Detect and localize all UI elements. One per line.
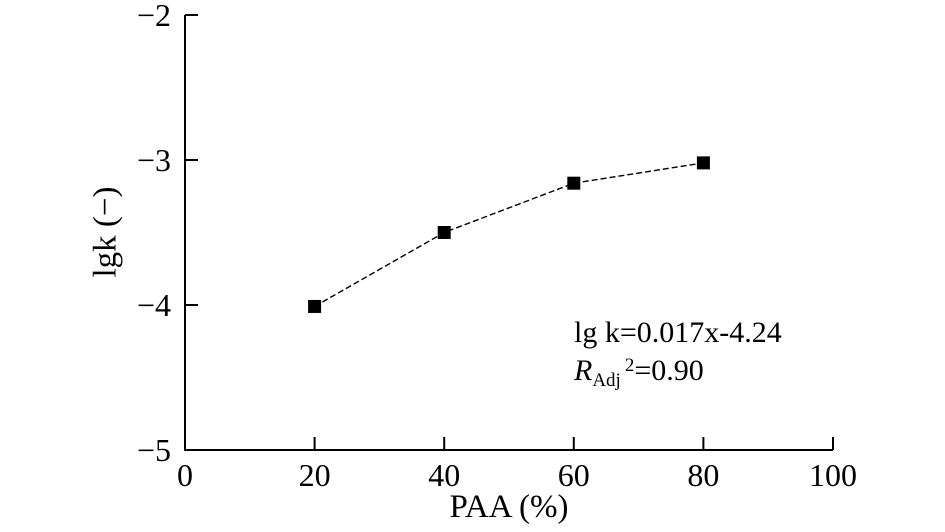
x-tick-label: 40 bbox=[428, 457, 460, 493]
y-tick-label: −5 bbox=[137, 432, 171, 468]
data-point-marker bbox=[696, 156, 710, 170]
fit-annotation: lg k=0.017x-4.24 RAdj2=0.90 bbox=[574, 314, 782, 390]
y-tick-label: −3 bbox=[137, 142, 171, 178]
data-line bbox=[314, 162, 704, 308]
r-value: =0.90 bbox=[634, 354, 704, 388]
x-tick-label: 100 bbox=[809, 457, 857, 493]
fit-equation: lg k=0.017x-4.24 bbox=[574, 316, 782, 349]
y-axis-label: lgk (−) bbox=[87, 186, 124, 278]
r-symbol: R bbox=[574, 354, 593, 388]
r-squared-line: RAdj2=0.90 bbox=[574, 352, 782, 390]
x-tick-label: 20 bbox=[299, 457, 331, 493]
r-subscript: Adj bbox=[592, 370, 621, 392]
x-tick-label: 60 bbox=[558, 457, 590, 493]
r-superscript: 2 bbox=[624, 355, 635, 377]
x-axis-label: PAA (%) bbox=[449, 489, 569, 525]
data-point-marker bbox=[567, 176, 581, 190]
data-point-marker bbox=[437, 226, 451, 239]
x-tick-label: 0 bbox=[177, 457, 193, 493]
data-series bbox=[308, 156, 710, 313]
data-point-marker bbox=[308, 299, 322, 313]
y-tick-label: −4 bbox=[137, 287, 171, 323]
x-tick-label: 80 bbox=[687, 457, 719, 493]
axes: 0 20 40 60 80 100 −5 −4 −3 −2 bbox=[137, 0, 857, 493]
y-tick-label: −2 bbox=[137, 0, 171, 33]
